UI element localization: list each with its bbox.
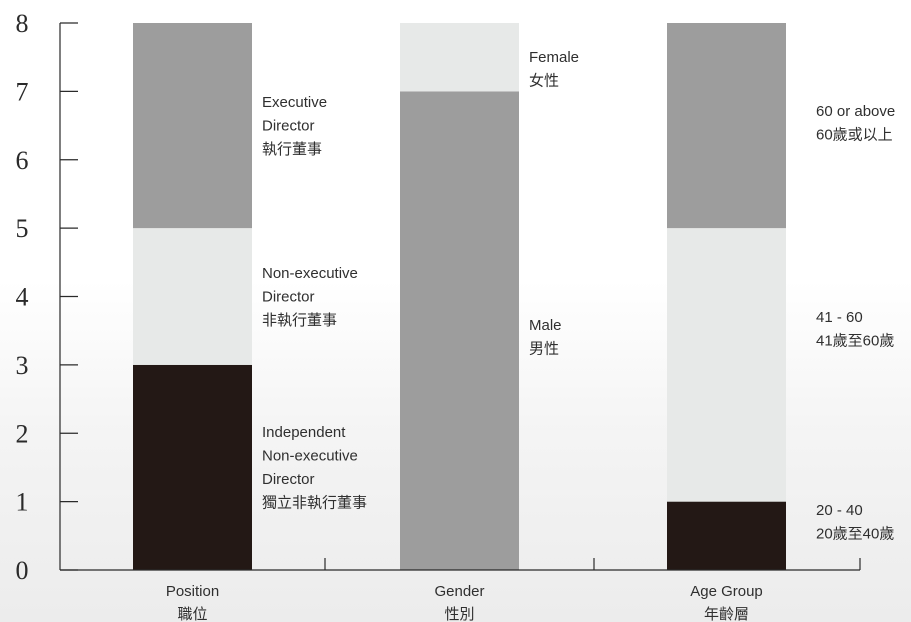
bar-segment bbox=[133, 23, 252, 229]
segment-label: Independent Non-executive Director 獨立非執行董事 bbox=[262, 424, 367, 512]
y-tick-label: 8 bbox=[16, 9, 29, 38]
bar-segment bbox=[133, 364, 252, 570]
y-tick-label: 1 bbox=[16, 488, 29, 517]
segment-label-line: 男性 bbox=[529, 341, 559, 358]
segment-label-line: 執行董事 bbox=[262, 141, 322, 158]
segment-label-line: Independent bbox=[262, 424, 346, 441]
y-tick-label: 5 bbox=[16, 214, 29, 243]
y-tick-label: 6 bbox=[16, 146, 29, 175]
bar-segment bbox=[667, 23, 786, 229]
segment-label-line: 60歲或以上 bbox=[816, 127, 893, 144]
segment-labels-layer: Independent Non-executive Director 獨立非執行董事 N… bbox=[262, 49, 895, 543]
segment-label: Female 女性 bbox=[529, 49, 579, 90]
segment-label-line: Non-executive bbox=[262, 448, 358, 465]
y-tick-label: 3 bbox=[16, 351, 29, 380]
segment-label: 60 or above 60歲或以上 bbox=[816, 103, 895, 144]
axes-layer: 0 1 2 3 4 5 6 7 8 bbox=[16, 9, 861, 585]
y-tick-label: 0 bbox=[16, 556, 29, 585]
segment-label-line: 41歲至60歲 bbox=[816, 333, 894, 350]
segment-label-line: 41 - 60 bbox=[816, 309, 863, 326]
segment-label-line: Director bbox=[262, 471, 315, 488]
segment-label-line: 60 or above bbox=[816, 103, 895, 120]
bar-segment bbox=[667, 501, 786, 570]
category-label: Gender bbox=[434, 583, 484, 600]
segment-label-line: 非執行董事 bbox=[262, 312, 337, 329]
category-label-zh: 職位 bbox=[177, 606, 207, 622]
segment-label: Executive Director 執行董事 bbox=[262, 94, 327, 158]
segment-label-line: Director bbox=[262, 289, 315, 306]
category-label: Position bbox=[166, 583, 219, 600]
segment-label-line: 女性 bbox=[529, 72, 559, 90]
bar-segment bbox=[133, 228, 252, 365]
y-tick-label: 2 bbox=[16, 419, 29, 448]
bar-segment bbox=[400, 91, 519, 570]
bar-segment bbox=[667, 228, 786, 502]
segment-label-line: Non-executive bbox=[262, 265, 358, 282]
category-label: Age Group bbox=[690, 583, 763, 600]
segment-label: 41 - 60 41歲至60歲 bbox=[816, 309, 894, 350]
segment-label-line: 獨立非執行董事 bbox=[262, 495, 367, 512]
category-label-zh: 年齡層 bbox=[704, 606, 749, 622]
segment-label: Non-executive Director 非執行董事 bbox=[262, 265, 358, 329]
segment-label: 20 - 40 20歲至40歲 bbox=[816, 502, 894, 543]
segment-label-line: Male bbox=[529, 317, 562, 334]
category-labels-layer: Position 職位 Gender 性別 Age Group 年齡層 bbox=[166, 583, 763, 622]
segment-label-line: Executive bbox=[262, 94, 327, 111]
segment-label: Male 男性 bbox=[529, 317, 562, 358]
category-label-zh: 性別 bbox=[444, 606, 474, 622]
bar-segment bbox=[400, 23, 519, 92]
segment-label-line: 20歲至40歲 bbox=[816, 526, 894, 543]
y-tick-label: 4 bbox=[16, 283, 29, 312]
y-tick-label: 7 bbox=[16, 77, 29, 106]
segment-label-line: Director bbox=[262, 118, 315, 135]
segment-label-line: Female bbox=[529, 49, 579, 66]
bars-layer bbox=[133, 23, 786, 570]
segment-label-line: 20 - 40 bbox=[816, 502, 863, 519]
